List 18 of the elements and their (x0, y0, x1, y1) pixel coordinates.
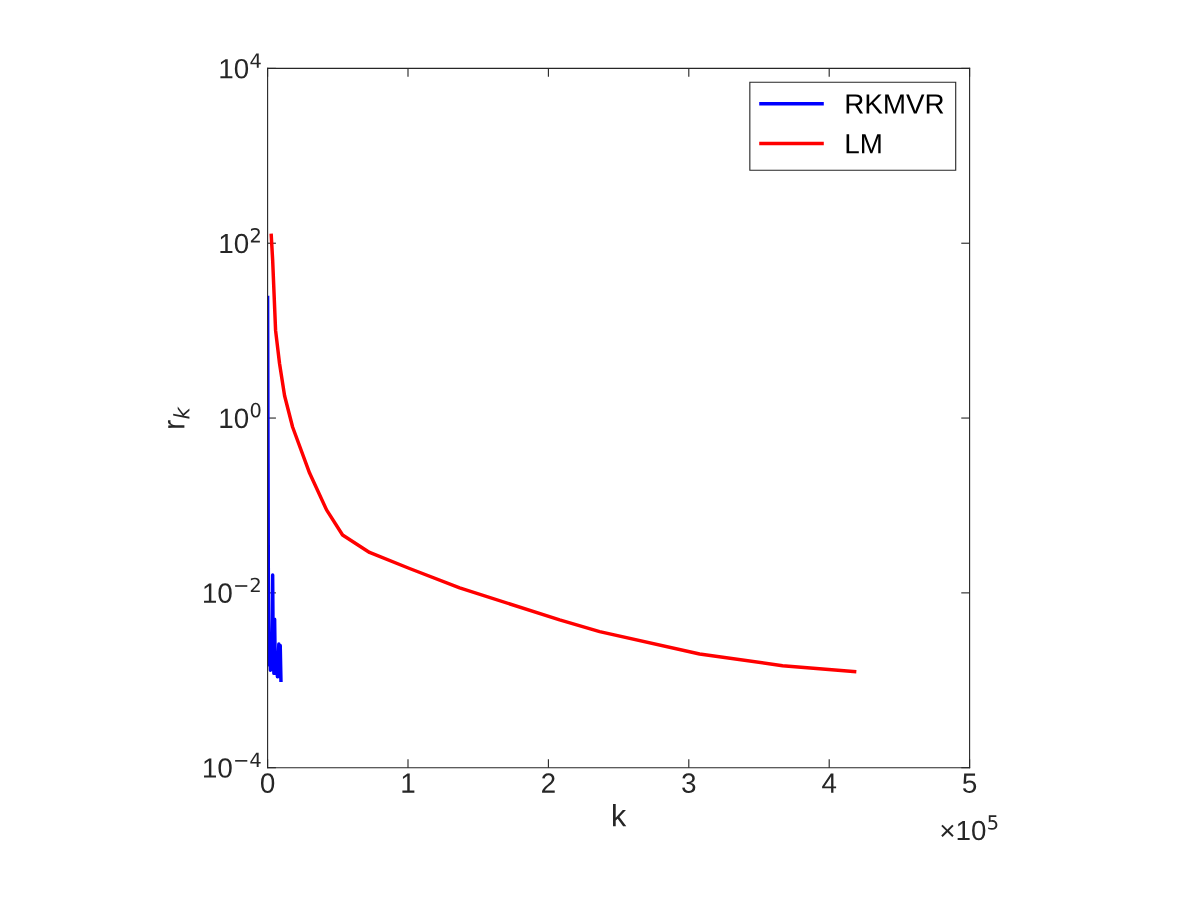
y-tick-label: 10$^{−2}$ (204, 577, 260, 603)
line-series (269, 233, 857, 674)
x-tick-label: 3 (682, 773, 696, 793)
legend-label: RKMVR (846, 94, 944, 114)
y-tick-label: 10$^{4}$ (220, 53, 261, 79)
y-tick-label: 10$^{−4}$ (204, 752, 261, 778)
y-tick-label: 10$^{0}$ (220, 402, 261, 429)
y-axis-title: r$_{k}$ (167, 406, 190, 428)
legend-label: LM (846, 134, 881, 154)
x-tick-label: 1 (402, 773, 415, 793)
x-tick-label: 5 (962, 773, 977, 793)
x-tick-label: 0 (260, 773, 275, 793)
x-tick-label: 4 (822, 773, 837, 793)
line-series (267, 295, 283, 683)
y-tick-label: 10$^{2}$ (220, 228, 260, 254)
text: ×10$^{5}$ (941, 815, 998, 841)
x-axis-title: k (613, 804, 627, 827)
x-tick-label: 2 (542, 773, 555, 793)
